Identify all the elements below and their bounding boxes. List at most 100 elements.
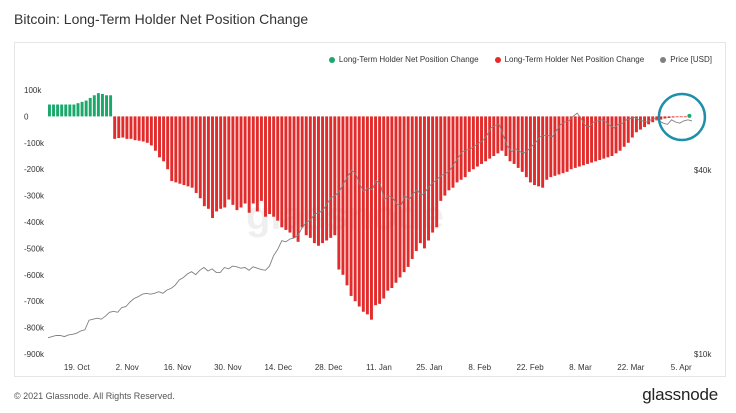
bar [374, 116, 378, 306]
bar [683, 116, 687, 118]
bar [96, 93, 100, 117]
bar [488, 116, 492, 159]
legend-label: Price [USD] [670, 55, 712, 64]
bar [455, 116, 459, 183]
bar [317, 116, 320, 246]
bar [463, 116, 467, 178]
bar [602, 116, 606, 159]
bar [394, 116, 398, 283]
bar [671, 116, 675, 118]
bar [345, 116, 349, 286]
bar [194, 116, 198, 193]
legend-dot-red [494, 56, 501, 63]
bar [577, 116, 581, 167]
bar [524, 116, 528, 178]
bar [427, 116, 430, 241]
x-tick-label: 30. Nov [214, 363, 242, 372]
bar [467, 116, 471, 172]
bar [296, 116, 300, 242]
bar [475, 116, 479, 167]
bar [443, 116, 447, 196]
x-tick-label: 11. Jan [366, 363, 392, 372]
bar [520, 116, 524, 172]
bar [586, 116, 589, 164]
bar [549, 116, 553, 178]
legend-dot-green [328, 56, 335, 63]
bar [186, 116, 190, 187]
legend-label: Long-Term Holder Net Position Change [338, 55, 479, 64]
bar [162, 116, 166, 162]
bar [357, 116, 361, 307]
bar [378, 116, 382, 304]
bar [72, 104, 76, 117]
bar [614, 116, 618, 154]
legend-item-price[interactable]: Price [USD] [660, 55, 712, 64]
y-tick-label: -700k [24, 297, 45, 306]
bar [239, 116, 243, 208]
bar [557, 116, 561, 175]
bar [610, 116, 614, 156]
bar [60, 104, 64, 117]
bar [227, 116, 231, 200]
bar [178, 116, 182, 184]
bar [308, 116, 312, 238]
bar [353, 116, 357, 302]
bar [581, 116, 585, 166]
bar [667, 116, 671, 118]
bar [211, 116, 214, 219]
legend-item-ltd-positive[interactable]: Long-Term Holder Net Position Change [328, 55, 479, 64]
bar [630, 116, 634, 138]
y-tick-label: -400k [24, 218, 45, 227]
bar [247, 116, 251, 213]
bar [125, 116, 129, 139]
bar [231, 116, 235, 205]
highlight-circle [657, 92, 707, 142]
y-tick-label: -200k [24, 165, 45, 174]
bar [528, 116, 532, 183]
bar [292, 116, 296, 238]
bar [508, 116, 512, 162]
bar [174, 116, 178, 183]
bar [675, 116, 679, 118]
bar [492, 116, 496, 156]
y-tick-label: -500k [24, 244, 45, 253]
bar [435, 116, 439, 228]
bar [251, 116, 255, 204]
bar [390, 116, 394, 289]
x-tick-label: 22. Mar [617, 363, 644, 372]
bar [431, 116, 435, 233]
bar [459, 116, 463, 180]
bar [590, 116, 594, 163]
bar [451, 116, 455, 188]
bar [88, 97, 92, 117]
bar [500, 116, 504, 151]
legend-dot-gray [660, 56, 667, 63]
y-tick-label: -100k [24, 139, 45, 148]
bar [370, 116, 373, 320]
bar [121, 116, 125, 138]
bar [447, 116, 451, 191]
bar [606, 116, 610, 158]
bar [198, 116, 202, 199]
bar [618, 116, 622, 151]
bar [166, 116, 170, 170]
bar [235, 116, 239, 211]
bar [639, 116, 642, 130]
legend-item-ltd-negative[interactable]: Long-Term Holder Net Position Change [494, 55, 644, 64]
bar [598, 116, 602, 160]
x-tick-label: 25. Jan [416, 363, 442, 372]
bar [312, 116, 316, 244]
bar [545, 116, 549, 180]
latest-point [687, 113, 692, 118]
bar [215, 116, 219, 212]
y-tick-label: -300k [24, 192, 45, 201]
bar [496, 116, 500, 154]
bar [414, 116, 418, 252]
bar [512, 116, 516, 164]
bar [659, 116, 663, 120]
bar [304, 116, 308, 236]
bar [223, 116, 227, 208]
bar [573, 116, 577, 168]
price-line [47, 112, 693, 339]
bar [422, 116, 426, 249]
